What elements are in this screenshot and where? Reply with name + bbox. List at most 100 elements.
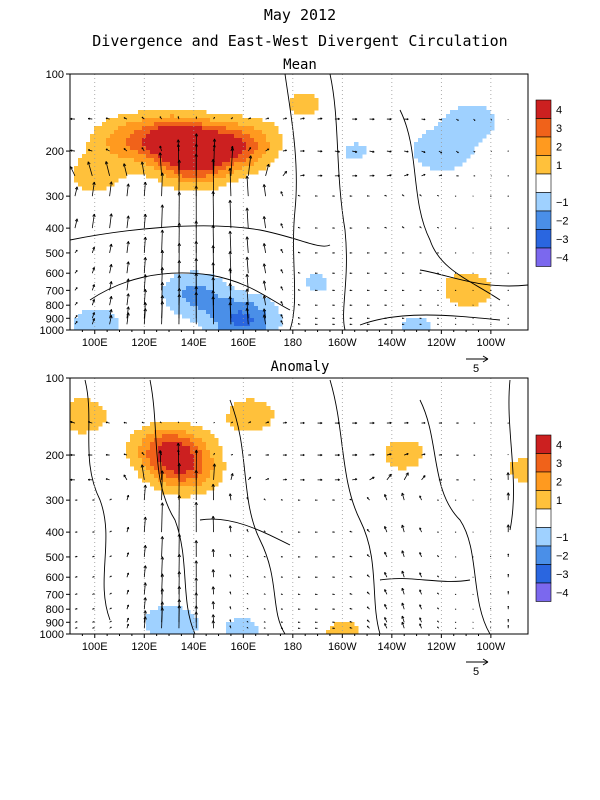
divergence-cell	[234, 118, 239, 123]
wind-vector-head	[401, 194, 404, 196]
divergence-cell	[446, 282, 451, 287]
divergence-cell	[466, 130, 471, 135]
divergence-cell	[158, 138, 163, 143]
divergence-cell	[162, 158, 167, 163]
divergence-cell	[510, 466, 515, 471]
divergence-cell	[166, 282, 171, 287]
wind-vector-head	[74, 186, 79, 190]
wind-vector-head	[262, 295, 267, 299]
divergence-cell	[242, 406, 247, 411]
divergence-cell	[122, 142, 127, 147]
divergence-cell	[354, 146, 359, 151]
wind-vector-head	[366, 554, 369, 556]
divergence-cell	[158, 606, 163, 611]
wind-vector-head	[349, 593, 351, 595]
divergence-cell	[246, 154, 251, 159]
divergence-cell	[218, 478, 223, 483]
divergence-cell	[186, 442, 191, 447]
divergence-cell	[86, 154, 91, 159]
divergence-cell	[146, 166, 151, 171]
wind-vector-head	[297, 576, 300, 578]
divergence-cell	[190, 294, 195, 299]
y-tick-label: 200	[46, 146, 64, 158]
divergence-cell	[198, 170, 203, 175]
divergence-cell	[114, 170, 119, 175]
divergence-cell	[186, 130, 191, 135]
divergence-cell	[210, 142, 215, 147]
wind-vector	[384, 572, 388, 578]
wind-vector	[263, 216, 266, 229]
divergence-cell	[178, 494, 183, 499]
divergence-cell	[146, 142, 151, 147]
divergence-cell	[422, 158, 427, 163]
wind-vector-head	[143, 582, 147, 586]
wind-vector-head	[384, 603, 387, 607]
divergence-cell	[238, 294, 243, 299]
divergence-cell	[114, 158, 119, 163]
divergence-cell	[126, 150, 131, 155]
divergence-cell	[238, 122, 243, 127]
wind-vector-head	[231, 453, 233, 456]
divergence-cell	[142, 162, 147, 167]
divergence-cell	[450, 290, 455, 295]
divergence-cell	[398, 446, 403, 451]
divergence-cell	[166, 114, 171, 119]
wind-vector-head	[297, 627, 300, 629]
divergence-cell	[198, 482, 203, 487]
wind-vector-head	[211, 245, 215, 249]
wind-vector-head	[143, 484, 147, 488]
divergence-cell	[146, 438, 151, 443]
wind-vector-head	[263, 608, 265, 610]
divergence-cell	[86, 310, 91, 315]
divergence-cell	[258, 326, 263, 330]
divergence-cell	[82, 422, 87, 427]
divergence-cell	[178, 454, 183, 459]
divergence-cell	[146, 110, 151, 115]
divergence-cell	[170, 282, 175, 287]
divergence-cell	[82, 174, 87, 179]
divergence-cell	[142, 470, 147, 475]
divergence-cell	[206, 482, 211, 487]
divergence-cell	[514, 462, 519, 467]
divergence-cell	[342, 622, 347, 627]
wind-vector-head	[177, 274, 181, 279]
divergence-cell	[430, 162, 435, 167]
divergence-cell	[142, 118, 147, 123]
wind-vector-head	[159, 421, 161, 423]
divergence-cell	[454, 150, 459, 155]
divergence-cell	[218, 178, 223, 183]
divergence-cell	[122, 118, 127, 123]
divergence-cell	[134, 454, 139, 459]
divergence-cell	[166, 438, 171, 443]
y-tick-label: 700	[46, 589, 64, 601]
divergence-cell	[170, 474, 175, 479]
divergence-cell	[166, 458, 171, 463]
divergence-cell	[118, 130, 123, 135]
wind-vector-head	[262, 243, 267, 247]
divergence-cell	[250, 306, 255, 311]
divergence-cell	[154, 614, 159, 619]
divergence-cell	[470, 298, 475, 303]
divergence-cell	[202, 126, 207, 131]
divergence-cell	[270, 134, 275, 139]
wind-vector-head	[177, 463, 181, 467]
divergence-cell	[158, 174, 163, 179]
wind-vector-head	[177, 191, 181, 195]
colorbar-swatch	[535, 434, 552, 454]
divergence-cell	[210, 166, 215, 171]
divergence-cell	[194, 114, 199, 119]
wind-vector-head	[249, 117, 252, 119]
divergence-cell	[162, 470, 167, 475]
divergence-cell	[174, 134, 179, 139]
divergence-cell	[198, 446, 203, 451]
wind-vector-head	[315, 576, 317, 578]
divergence-cell	[246, 418, 251, 423]
wind-vector-head	[406, 173, 409, 176]
divergence-cell	[174, 422, 179, 427]
divergence-cell	[226, 286, 231, 291]
divergence-cell	[262, 158, 267, 163]
divergence-cell	[218, 134, 223, 139]
divergence-cell	[198, 290, 203, 295]
wind-vector-head	[355, 150, 358, 154]
divergence-cell	[142, 154, 147, 159]
